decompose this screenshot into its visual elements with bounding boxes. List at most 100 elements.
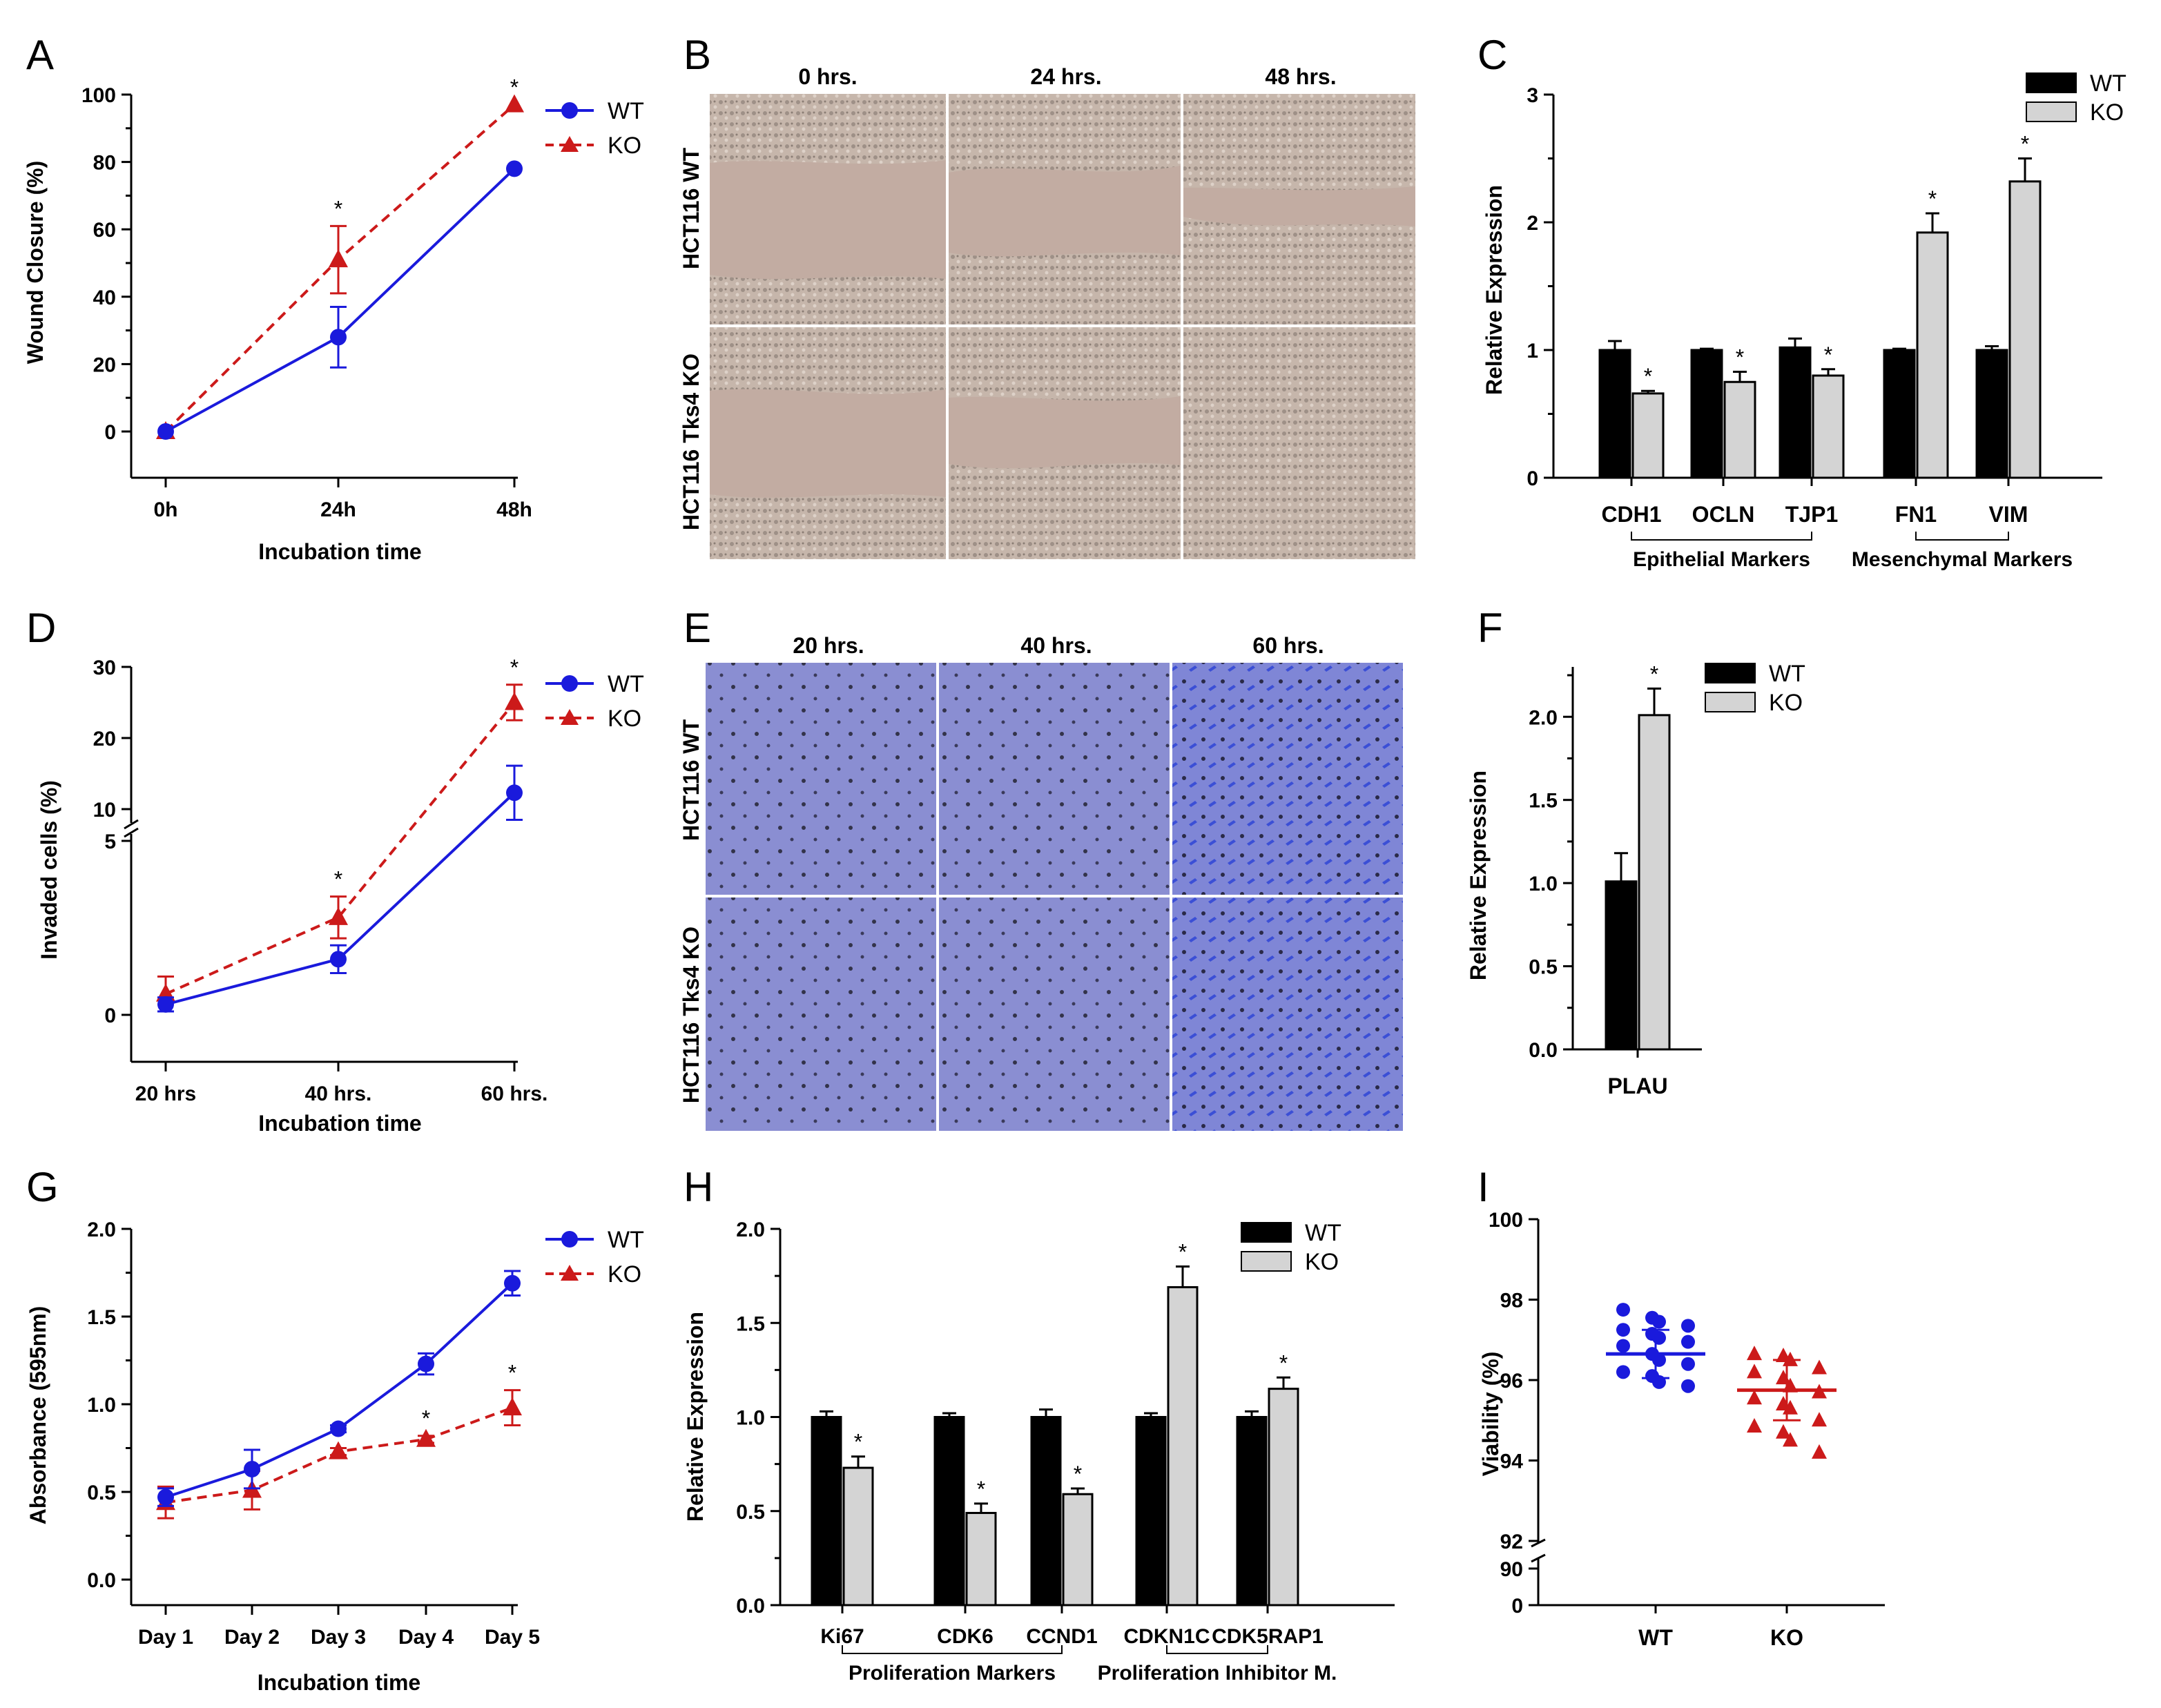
legend-label: KO <box>608 1261 641 1288</box>
x-tick-label: CDH1 <box>1601 502 1661 527</box>
data-point-wt <box>506 784 523 802</box>
legend-swatch <box>1241 1251 1292 1272</box>
legend-label: WT <box>2090 70 2126 97</box>
bar-ko <box>1631 392 1665 479</box>
bar-wt <box>1236 1416 1268 1607</box>
y-tick-label: 0.0 <box>1529 1039 1558 1062</box>
y-tick-label: 40 <box>93 287 116 309</box>
y-tick-label: 94 <box>1500 1450 1524 1473</box>
bar-wt <box>1975 349 2008 479</box>
column-header: 48 hrs. <box>1265 64 1336 89</box>
x-tick-label: CCND1 <box>1026 1625 1097 1648</box>
wound-gap <box>949 396 1181 469</box>
axis-break-mark <box>124 819 139 830</box>
line-chart-a: 0 20 40 60 80 100 0h 24h 48h Incubation time Wound… <box>23 75 644 564</box>
data-point-wt <box>157 996 174 1013</box>
x-tick-label: 48h <box>496 498 532 521</box>
legend-label: WT <box>1305 1220 1341 1246</box>
column-header: 0 hrs. <box>798 64 857 89</box>
y-tick-label: 0.5 <box>87 1482 116 1504</box>
y-tick-label: 92 <box>1500 1531 1523 1553</box>
legend-label: KO <box>608 706 641 732</box>
legend-swatch <box>1705 692 1756 712</box>
panel-label-c: C <box>1477 32 1507 78</box>
group-label: Proliferation Inhibitor M. <box>1098 1662 1337 1685</box>
legend-marker <box>561 675 578 692</box>
legend-swatch <box>2026 72 2077 93</box>
x-tick-label: Day 4 <box>398 1626 454 1649</box>
column-header: 20 hrs. <box>793 633 864 658</box>
data-point-wt <box>1681 1335 1695 1349</box>
bar-ko <box>1062 1493 1094 1607</box>
y-tick-label: 30 <box>93 657 116 679</box>
data-point-wt <box>1616 1339 1630 1353</box>
y-tick-label: 1 <box>1527 340 1538 362</box>
legend-marker <box>561 102 578 119</box>
x-tick-label: TJP1 <box>1785 502 1838 527</box>
significance-star: * <box>1824 342 1832 367</box>
panel-label-a: A <box>26 32 54 78</box>
y-tick-label: 0.5 <box>1529 956 1558 979</box>
x-tick-label: CDK6 <box>937 1625 994 1648</box>
data-point-wt <box>506 160 523 177</box>
x-tick-label: FN1 <box>1895 502 1937 527</box>
panel-label-g: G <box>26 1164 59 1210</box>
x-tick-label: WT <box>1638 1625 1673 1650</box>
y-axis-title: Relative Expression <box>1466 770 1491 980</box>
y-tick-label: 5 <box>104 831 116 853</box>
bar-chart-c: 0 1 2 3 * CDH1 * OCLN * TJP1 * FN1 * VIM Epithelial Ma… <box>1482 70 2126 571</box>
micrograph-ko-20h <box>706 897 936 1131</box>
panel-label-i: I <box>1477 1164 1489 1210</box>
bar-ko <box>965 1511 997 1607</box>
y-tick-label: 0 <box>1527 467 1538 490</box>
bar-wt <box>1883 349 1916 479</box>
data-point-ko <box>503 1397 522 1416</box>
group-label: Epithelial Markers <box>1633 548 1810 571</box>
data-point-wt <box>1652 1314 1666 1329</box>
x-tick-label: KO <box>1770 1625 1803 1650</box>
significance-star: * <box>854 1430 862 1455</box>
data-point-wt <box>1681 1379 1695 1393</box>
y-axis-title: Absorbance (595nm) <box>26 1306 50 1525</box>
data-point-ko <box>1776 1424 1791 1439</box>
significance-star: * <box>508 1361 516 1386</box>
y-tick-label: 3 <box>1527 84 1538 107</box>
x-axis-title: Incubation time <box>258 1111 421 1136</box>
legend-swatch <box>1705 663 1756 683</box>
bar-wt <box>1690 349 1723 479</box>
y-tick-label: 0 <box>104 421 116 444</box>
legend-label: KO <box>1769 690 1803 716</box>
x-tick-label: VIM <box>1989 502 2028 527</box>
y-tick-label: 98 <box>1500 1290 1523 1312</box>
bar-ko <box>1916 231 1949 479</box>
legend-label: WT <box>608 1227 644 1253</box>
y-axis-title: Wound Closure (%) <box>23 161 48 365</box>
legend-swatch <box>1241 1222 1292 1243</box>
x-tick-label: Day 3 <box>311 1626 366 1649</box>
group-label: Mesenchymal Markers <box>1852 548 2073 571</box>
micrograph-panel-e: 20 hrs. 40 hrs. 60 hrs. HCT116 WT HCT116… <box>679 633 1403 1131</box>
x-tick-label: CDKN1C <box>1123 1625 1210 1648</box>
y-tick-label: 80 <box>93 152 116 175</box>
data-point-ko <box>1812 1359 1827 1375</box>
bar-ko <box>2008 180 2042 479</box>
group-bracket <box>1631 532 1812 541</box>
bar-chart-h: 0.0 0.5 1.0 1.5 2.0 * Ki67 * CDK6 * CCND1 * CDKN1C * C… <box>683 1219 1395 1685</box>
group-bracket <box>1915 532 2009 541</box>
bar-ko <box>842 1466 874 1607</box>
y-tick-label: 60 <box>93 219 116 242</box>
panel-label-e: E <box>684 605 711 651</box>
data-point-ko <box>1783 1432 1798 1447</box>
bar-wt <box>1598 349 1631 479</box>
data-point-wt <box>1616 1365 1630 1379</box>
wound-gap <box>949 166 1181 257</box>
x-tick-label: CDK5RAP1 <box>1212 1625 1324 1648</box>
data-point-wt <box>1652 1330 1666 1345</box>
legend-marker <box>561 1265 579 1281</box>
micrograph-ko-60h <box>1172 897 1403 1131</box>
legend-label: WT <box>1769 661 1805 687</box>
data-point-ko <box>329 1441 348 1459</box>
micrograph-ko-48h <box>1183 327 1415 559</box>
x-axis-title: Incubation time <box>258 1670 420 1695</box>
